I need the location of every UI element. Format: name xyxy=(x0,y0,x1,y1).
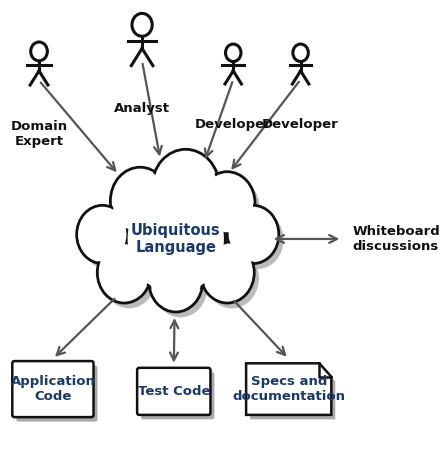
Circle shape xyxy=(126,183,225,295)
FancyBboxPatch shape xyxy=(141,372,215,419)
Circle shape xyxy=(202,174,253,232)
Circle shape xyxy=(152,149,219,226)
Circle shape xyxy=(149,251,203,312)
Circle shape xyxy=(110,167,170,235)
Circle shape xyxy=(110,167,170,235)
Circle shape xyxy=(130,187,222,291)
Circle shape xyxy=(227,205,279,263)
Circle shape xyxy=(113,170,168,232)
Circle shape xyxy=(97,242,151,303)
FancyBboxPatch shape xyxy=(12,361,93,417)
Circle shape xyxy=(199,172,255,235)
Circle shape xyxy=(200,242,254,303)
Circle shape xyxy=(200,242,254,303)
Text: Application
Code: Application Code xyxy=(10,375,95,403)
Circle shape xyxy=(131,189,230,300)
Circle shape xyxy=(149,251,203,312)
Circle shape xyxy=(229,207,277,262)
Polygon shape xyxy=(250,368,335,419)
Circle shape xyxy=(99,244,149,301)
Circle shape xyxy=(152,149,219,226)
Circle shape xyxy=(126,183,225,295)
Text: Specs and
documentation: Specs and documentation xyxy=(232,375,345,403)
Circle shape xyxy=(154,257,207,318)
Circle shape xyxy=(97,242,151,303)
Circle shape xyxy=(205,248,259,308)
Circle shape xyxy=(79,207,127,262)
Text: Analyst: Analyst xyxy=(114,102,170,115)
Circle shape xyxy=(115,173,175,240)
FancyBboxPatch shape xyxy=(16,366,97,422)
Circle shape xyxy=(77,205,128,263)
Text: Test Code: Test Code xyxy=(138,385,210,398)
Circle shape xyxy=(199,172,255,235)
Circle shape xyxy=(157,155,224,231)
Circle shape xyxy=(81,211,133,269)
Text: Developer: Developer xyxy=(262,118,339,131)
Circle shape xyxy=(151,253,201,310)
Circle shape xyxy=(154,152,217,223)
Text: Ubiquitous
Language: Ubiquitous Language xyxy=(131,223,220,255)
Circle shape xyxy=(77,205,128,263)
Text: Domain
Expert: Domain Expert xyxy=(10,120,67,148)
Circle shape xyxy=(102,248,156,308)
FancyBboxPatch shape xyxy=(137,368,211,415)
Text: Developer: Developer xyxy=(195,118,272,131)
Circle shape xyxy=(204,177,260,240)
Circle shape xyxy=(227,205,279,263)
Circle shape xyxy=(232,211,283,269)
Text: Whiteboard
discussions: Whiteboard discussions xyxy=(352,225,440,253)
Polygon shape xyxy=(246,364,331,415)
Circle shape xyxy=(202,244,253,301)
